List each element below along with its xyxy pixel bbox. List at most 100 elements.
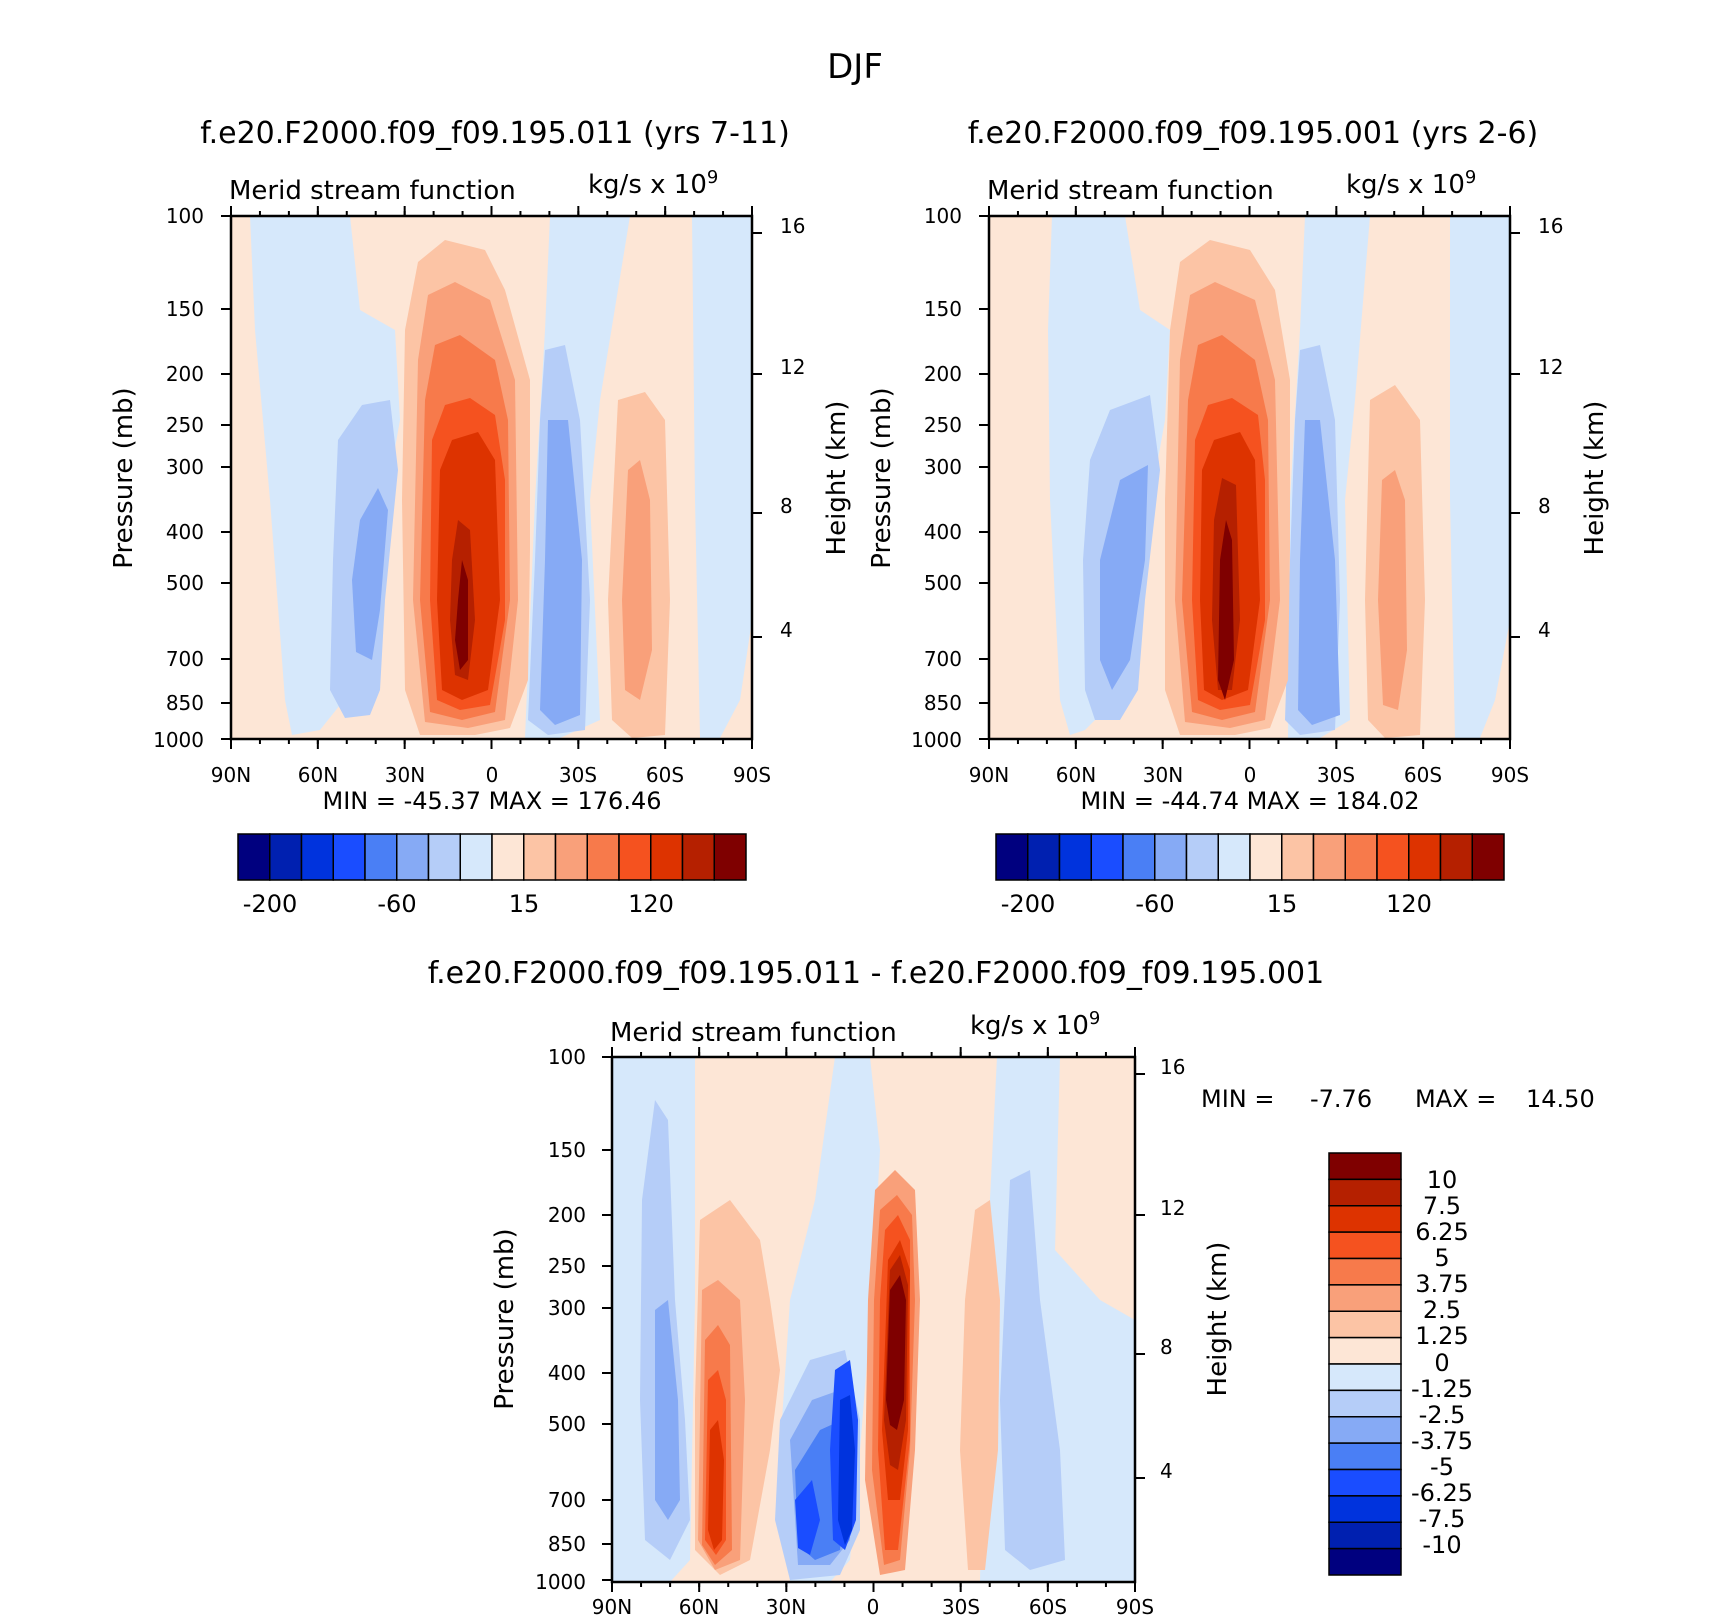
panel-top-right-subtitle: f.e20.F2000.f09_f09.195.001 (yrs 2-6) (968, 116, 1538, 151)
colorbar-label: 0 (1434, 1349, 1449, 1377)
panel-top-right-yticks-right: 16 12 8 4 (1538, 214, 1563, 642)
ytick-label: 700 (548, 1488, 586, 1512)
colorbar-swatches (237, 833, 747, 881)
ytick-label: 100 (548, 1045, 586, 1069)
colorbar-label: 10 (1427, 1166, 1458, 1194)
colorbar-label: -3.75 (1411, 1427, 1473, 1455)
colorbar-swatch (427, 833, 461, 881)
panel-bottom-yticks: 100 150 200 250 300 400 500 700 850 1000 (535, 1045, 586, 1594)
colorbar-swatch (1328, 1205, 1402, 1233)
colorbar-swatch (1408, 833, 1442, 881)
ytick-label: 100 (924, 204, 962, 228)
ytick-right-label: 8 (780, 494, 793, 518)
colorbar-swatch (1328, 1257, 1402, 1286)
colorbar-swatch (1058, 833, 1092, 881)
colorbar-swatch (995, 833, 1029, 881)
ytick-label: 500 (548, 1412, 586, 1436)
panel-top-right-xticks: 90N 60N 30N 0 30S 60S 90S (969, 763, 1529, 787)
ytick-label: 1000 (911, 728, 962, 752)
contour-blue-nh-2 (1100, 465, 1148, 690)
colorbar-swatch (713, 833, 747, 881)
colorbar-swatch (1154, 833, 1188, 881)
ytick-label: 500 (924, 571, 962, 595)
colorbar-swatches (995, 833, 1505, 881)
ytick-label: 850 (548, 1532, 586, 1556)
panel-bottom-plot (610, 1055, 1137, 1584)
colorbar-label: -2.5 (1419, 1401, 1466, 1429)
xtick-label: 90S (1491, 763, 1529, 787)
ytick-label: 150 (924, 297, 962, 321)
colorbar-swatch (1122, 833, 1156, 881)
colorbar-swatch (1281, 833, 1315, 881)
colorbar-swatch (1376, 833, 1410, 881)
panel-top-right-plot (987, 214, 1512, 741)
panel-top-left-plot (229, 214, 754, 741)
panel-bottom-min-value: -7.76 (1310, 1085, 1372, 1113)
ytick-label: 250 (548, 1254, 586, 1278)
colorbar-label: -200 (1001, 890, 1055, 918)
xtick-label: 0 (867, 1595, 880, 1619)
colorbar-swatch (300, 833, 334, 881)
contour-light-blue-polar (1450, 216, 1510, 738)
xtick-label: 60N (1056, 763, 1096, 787)
ytick-right-label: 12 (1160, 1196, 1185, 1220)
ytick-label: 400 (924, 520, 962, 544)
panel-top-right-ylabel: Pressure (mb) (867, 387, 897, 568)
panel-bottom-max-label: MAX = (1415, 1085, 1496, 1113)
colorbar-swatch (1328, 1468, 1402, 1497)
colorbar-swatch (1439, 833, 1473, 881)
ytick-label: 400 (166, 520, 204, 544)
contour-blue-sh-2 (540, 420, 582, 725)
panel-top-right: f.e20.F2000.f09_f09.195.001 (yrs 2-6) Me… (867, 116, 1610, 918)
panel-bottom-units: kg/s x 109 (970, 1008, 1100, 1041)
ytick-label: 300 (548, 1296, 586, 1320)
contour-blue-sh-2 (1298, 420, 1340, 725)
colorbar-swatch (523, 833, 557, 881)
colorbar-swatch (554, 833, 588, 881)
xtick-label: 60S (646, 763, 684, 787)
panel-bottom-subtitle: f.e20.F2000.f09_f09.195.011 - f.e20.F200… (428, 956, 1324, 991)
xtick-label: 90S (733, 763, 771, 787)
colorbar-swatch (1328, 1547, 1402, 1576)
xtick-label: 60N (679, 1595, 719, 1619)
panel-bottom-ylabel: Pressure (mb) (490, 1228, 520, 1409)
panel-top-right-units-base: kg/s x 10 (1346, 170, 1465, 200)
colorbar-swatch (1328, 1178, 1402, 1207)
xtick-label: 30N (1143, 763, 1183, 787)
panel-top-left-minmax: MIN = -45.37 MAX = 176.46 (322, 787, 661, 815)
panel-top-left-ylabel-right: Height (km) (822, 401, 852, 556)
panel-top-left-yticks-right: 16 12 8 4 (780, 214, 805, 642)
ytick-label: 100 (166, 204, 204, 228)
colorbar-swatch (1328, 1521, 1402, 1550)
colorbar-label: -10 (1422, 1531, 1461, 1559)
panel-bottom-yticks-right: 16 12 8 4 (1160, 1055, 1185, 1483)
panel-top-left-colorbar: -200 -60 15 120 (237, 833, 747, 918)
colorbar-swatch (586, 833, 620, 881)
ytick-label: 300 (924, 455, 962, 479)
ytick-label: 200 (166, 362, 204, 386)
figure-title: DJF (827, 47, 883, 87)
panel-top-left-units-exp: 9 (707, 167, 718, 188)
panel-bottom-units-base: kg/s x 10 (970, 1011, 1089, 1041)
ytick-label: 150 (166, 297, 204, 321)
colorbar-swatch (1328, 1389, 1402, 1418)
colorbar-label: 7.5 (1423, 1192, 1461, 1220)
panel-top-left: f.e20.F2000.f09_f09.195.011 (yrs 7-11) M… (109, 116, 852, 918)
colorbar-swatch (396, 833, 430, 881)
colorbar-swatch (650, 833, 684, 881)
colorbar-label: -60 (377, 890, 416, 918)
axis-tick-marks (221, 206, 1520, 1592)
contour-orange-nh-5 (708, 1420, 724, 1550)
panel-bottom-units-exp: 9 (1089, 1008, 1100, 1029)
colorbar-swatch (364, 833, 398, 881)
contour-orange-sh (960, 1200, 1000, 1570)
ytick-right-label: 16 (780, 214, 805, 238)
ytick-right-label: 16 (1160, 1055, 1185, 1079)
panel-top-left-yticks: 100 150 200 250 300 400 500 700 850 1000 (153, 204, 204, 752)
ytick-right-label: 4 (1160, 1459, 1173, 1483)
panel-bottom: f.e20.F2000.f09_f09.195.011 - f.e20.F200… (428, 956, 1595, 1619)
ytick-label: 200 (924, 362, 962, 386)
colorbar-swatches (1328, 1152, 1402, 1576)
panel-top-right-colorbar: -200 -60 15 120 (995, 833, 1505, 918)
